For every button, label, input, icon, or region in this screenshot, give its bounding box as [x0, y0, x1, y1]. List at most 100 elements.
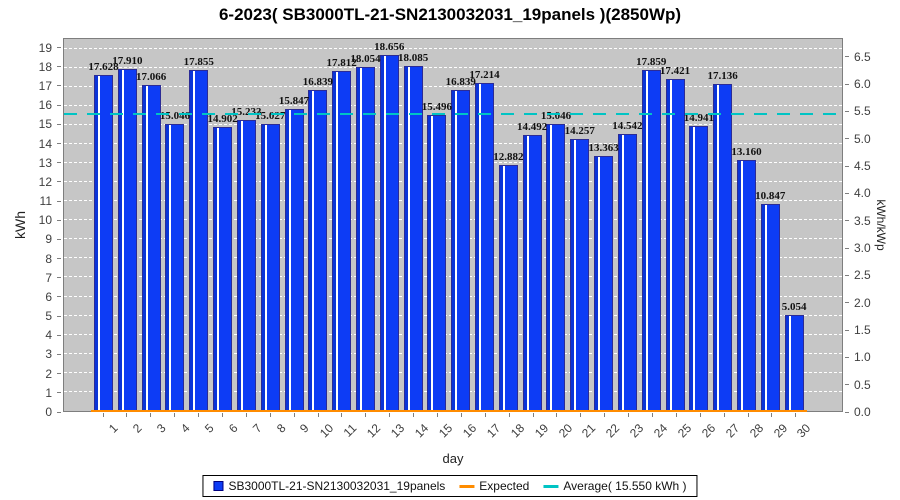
x-axis-cell: 6 — [212, 413, 240, 455]
left-tick-mark — [57, 181, 61, 183]
left-tick-label: 0 — [45, 405, 52, 419]
bar — [546, 123, 566, 411]
x-axis-cell: 1 — [93, 413, 121, 455]
left-tick-mark — [57, 162, 61, 164]
left-tick-label: 17 — [38, 78, 52, 93]
expected-line-segment — [448, 410, 474, 412]
bar-value-label: 5.054 — [781, 300, 807, 313]
x-tick-mark — [651, 413, 653, 417]
right-tick-label: 5.5 — [854, 104, 871, 119]
bar-group-day-6: 14.902 — [207, 39, 238, 412]
left-tick-mark — [57, 47, 61, 49]
bar-group-day-15: 15.496 — [422, 39, 452, 412]
right-tick-label: 4.0 — [854, 186, 871, 201]
bar-group-day-16: 16.839 — [446, 39, 476, 412]
right-tick-mark — [845, 83, 849, 85]
legend-item-series: SB3000TL-21-SN2130032031_19panels — [213, 479, 445, 493]
expected-line-segment — [162, 410, 188, 412]
x-tick-mark — [245, 413, 247, 417]
bar — [332, 71, 352, 411]
right-tick-label: 6.5 — [854, 49, 871, 64]
left-tick-label: 6 — [45, 289, 52, 304]
bar-group-day-27: 17.136 — [708, 39, 738, 412]
bar-group-day-28: 13.160 — [731, 39, 762, 412]
bar-value-label: 14.492 — [517, 120, 548, 133]
left-tick-label: 18 — [38, 59, 52, 74]
expected-line-segment — [543, 410, 569, 412]
bar-group-day-1: 17.628 — [88, 39, 119, 412]
gridline — [64, 47, 842, 49]
expected-line-segment — [400, 410, 426, 412]
gridline — [64, 85, 842, 87]
x-axis-cell: 7 — [236, 413, 264, 455]
left-tick-mark — [57, 277, 61, 279]
expected-line-icon — [459, 484, 475, 488]
bar-value-label: 17.859 — [636, 56, 667, 69]
left-tick-mark — [57, 219, 61, 221]
x-axis-cell: 17 — [475, 413, 503, 455]
bar-group-day-17: 17.214 — [469, 39, 500, 412]
x-axis-cell: 13 — [380, 413, 408, 455]
expected-line-segment — [281, 410, 307, 412]
right-tick-label: 0.0 — [854, 405, 871, 419]
left-tick-mark — [57, 66, 61, 68]
bar — [213, 126, 233, 411]
legend-item-expected: Expected — [459, 479, 529, 493]
right-tick-label: 2.0 — [854, 295, 871, 310]
expected-line-segment — [591, 410, 617, 412]
bar-group-day-18: 12.882 — [493, 39, 523, 412]
left-tick-mark — [57, 143, 61, 144]
bar — [189, 70, 209, 411]
left-tick-mark — [57, 296, 61, 298]
x-tick-mark — [699, 413, 701, 417]
left-tick-mark — [57, 411, 61, 413]
left-tick-label: 7 — [45, 270, 52, 285]
x-axis-cell: 10 — [308, 413, 336, 455]
bar — [451, 89, 471, 411]
expected-line-segment — [757, 410, 783, 412]
x-tick-mark — [174, 413, 176, 417]
bar-value-label: 15.847 — [278, 94, 310, 107]
x-tick-mark — [293, 413, 295, 417]
x-axis-cell: 23 — [619, 413, 646, 455]
x-tick-mark — [747, 413, 749, 417]
x-tick-mark — [126, 413, 128, 417]
bar — [308, 89, 328, 411]
bar-group-day-22: 13.363 — [588, 39, 619, 412]
x-axis-cell: 8 — [260, 413, 288, 455]
bar — [498, 165, 518, 411]
right-tick-mark — [845, 411, 849, 413]
expected-line-segment — [567, 410, 593, 412]
x-tick-mark — [221, 413, 223, 417]
right-tick-mark — [845, 384, 849, 386]
x-axis-cell: 24 — [642, 413, 670, 455]
expected-line-segment — [305, 410, 331, 412]
left-tick-mark — [57, 85, 61, 87]
average-line — [64, 113, 842, 116]
bar-value-label: 16.839 — [302, 75, 333, 88]
x-tick-mark — [723, 413, 725, 417]
x-tick-mark — [556, 413, 558, 417]
x-tick-mark — [365, 413, 367, 417]
left-tick-mark — [57, 258, 61, 260]
x-tick-mark — [413, 413, 415, 417]
x-axis-cell: 14 — [404, 413, 431, 455]
x-tick-mark — [604, 413, 606, 417]
expected-line-segment — [329, 410, 355, 412]
left-tick-label: 8 — [45, 251, 52, 266]
x-axis-cell: 20 — [547, 413, 575, 455]
x-tick-mark — [675, 413, 677, 417]
legend-expected-label: Expected — [479, 479, 530, 493]
x-axis-cell: 29 — [762, 413, 790, 455]
x-axis-cell: 12 — [356, 413, 384, 455]
chart-title: 6-2023( SB3000TL-21-SN2130032031_19panel… — [218, 5, 682, 24]
expected-line-segment — [210, 410, 236, 412]
expected-line-segment — [638, 410, 664, 412]
expected-line-segment — [614, 410, 640, 412]
bar-value-label: 18.085 — [397, 52, 429, 64]
right-tick-label: 5.0 — [854, 131, 871, 146]
x-axis-cell: 30 — [786, 413, 814, 455]
bar-value-label: 17.136 — [707, 70, 738, 83]
x-tick-mark — [198, 413, 200, 417]
